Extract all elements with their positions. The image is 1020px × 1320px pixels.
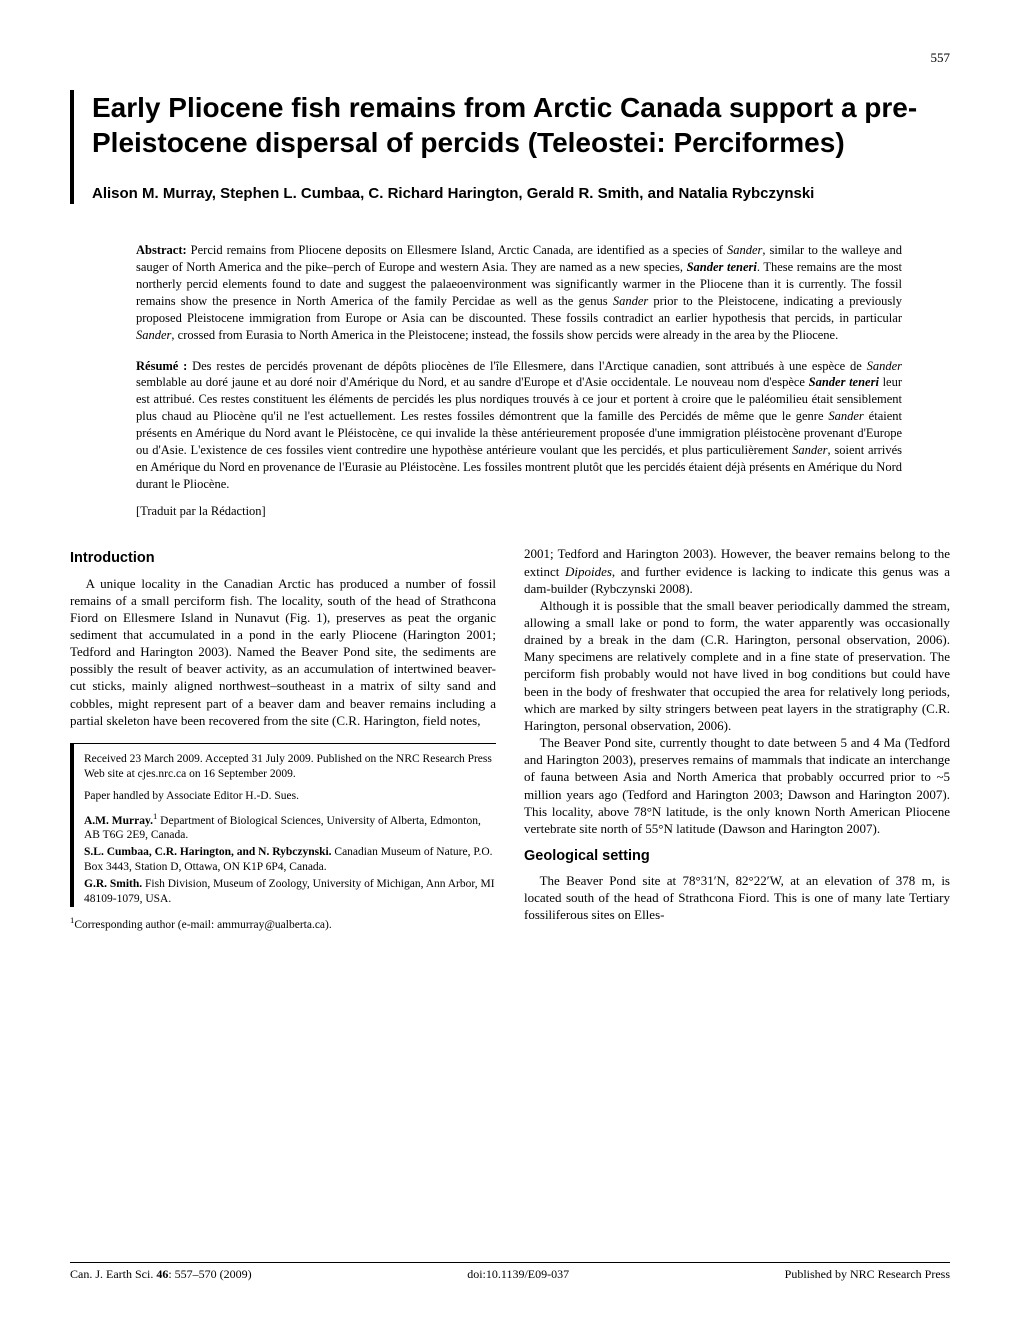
- taxon-italic: Sander: [792, 443, 827, 457]
- handled-line: Paper handled by Associate Editor H.-D. …: [84, 789, 496, 804]
- body-paragraph: Although it is possible that the small b…: [524, 597, 950, 734]
- taxon-italic: Sander: [828, 409, 863, 423]
- author-name-bold: S.L. Cumbaa, C.R. Harington, and N. Rybc…: [84, 846, 332, 858]
- left-column: Introduction A unique locality in the Ca…: [70, 545, 496, 933]
- article-info-box: Received 23 March 2009. Accepted 31 July…: [70, 743, 496, 907]
- footer-center: doi:10.1139/E09-037: [467, 1267, 569, 1282]
- right-column: 2001; Tedford and Harington 2003). Howev…: [524, 545, 950, 933]
- article-title: Early Pliocene fish remains from Arctic …: [92, 90, 950, 160]
- taxon-bolditalic: Sander teneri: [809, 375, 879, 389]
- taxon-italic: Sander: [867, 359, 902, 373]
- corr-text: Corresponding author (e-mail: ammurray@u…: [74, 919, 331, 931]
- affiliation-text: Fish Division, Museum of Zoology, Univer…: [84, 878, 495, 905]
- abstract-english: Abstract: Percid remains from Pliocene d…: [136, 242, 902, 343]
- introduction-heading: Introduction: [70, 549, 496, 568]
- affiliation-2: S.L. Cumbaa, C.R. Harington, and N. Rybc…: [84, 845, 496, 875]
- taxon-bolditalic: Sander teneri: [687, 260, 757, 274]
- translated-note: [Traduit par la Rédaction]: [136, 503, 902, 520]
- two-column-body: Introduction A unique locality in the Ca…: [70, 545, 950, 933]
- taxon-italic: Sander: [136, 328, 171, 342]
- affiliation-3: G.R. Smith. Fish Division, Museum of Zoo…: [84, 877, 496, 907]
- body-paragraph: The Beaver Pond site, currently thought …: [524, 734, 950, 837]
- taxon-italic: Sander: [727, 243, 762, 257]
- abstract-en-label: Abstract:: [136, 243, 187, 257]
- corresponding-author: 1Corresponding author (e-mail: ammurray@…: [70, 915, 496, 933]
- volume-bold: 46: [156, 1267, 168, 1281]
- page-number: 557: [931, 50, 951, 66]
- title-block: Early Pliocene fish remains from Arctic …: [70, 90, 950, 204]
- affiliation-1: A.M. Murray.1 Department of Biological S…: [84, 811, 496, 844]
- footer-left: Can. J. Earth Sci. 46: 557–570 (2009): [70, 1267, 252, 1282]
- authors: Alison M. Murray, Stephen L. Cumbaa, C. …: [92, 184, 950, 204]
- abstract-block: Abstract: Percid remains from Pliocene d…: [70, 242, 950, 519]
- taxon-italic: Dipoides: [565, 564, 612, 579]
- abstract-french: Résumé : Des restes de percidés provenan…: [136, 358, 902, 493]
- footer-right: Published by NRC Research Press: [785, 1267, 950, 1282]
- page-footer: Can. J. Earth Sci. 46: 557–570 (2009) do…: [70, 1262, 950, 1282]
- intro-paragraph-1: A unique locality in the Canadian Arctic…: [70, 575, 496, 729]
- abstract-fr-label: Résumé :: [136, 359, 187, 373]
- author-name-bold: A.M. Murray.: [84, 815, 153, 827]
- body-paragraph: The Beaver Pond site at 78°31′N, 82°22′W…: [524, 872, 950, 923]
- taxon-italic: Sander: [613, 294, 648, 308]
- author-name-bold: G.R. Smith.: [84, 878, 142, 890]
- received-line: Received 23 March 2009. Accepted 31 July…: [84, 752, 496, 782]
- geological-heading: Geological setting: [524, 847, 950, 866]
- body-paragraph: 2001; Tedford and Harington 2003). Howev…: [524, 545, 950, 596]
